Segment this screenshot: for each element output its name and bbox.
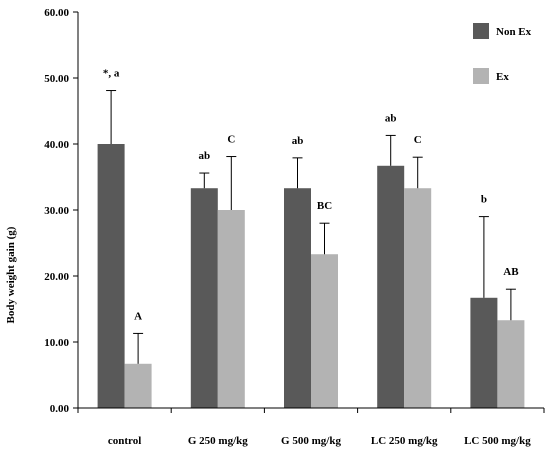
bar-non-ex <box>284 188 311 408</box>
significance-label: BC <box>317 200 332 212</box>
bar-non-ex <box>377 165 405 408</box>
bar-non-ex <box>470 297 498 408</box>
x-category-label: G 500 mg/kg <box>281 435 341 447</box>
bar-ex <box>497 320 525 408</box>
y-tick-label: 10.00 <box>44 337 69 349</box>
bar-ex <box>404 188 432 408</box>
legend-swatch <box>473 68 489 84</box>
bar-ex <box>217 210 245 408</box>
significance-label: ab <box>198 150 210 162</box>
legend-label: Non Ex <box>496 26 532 38</box>
y-axis-title: Body weight gain (g) <box>5 226 17 323</box>
significance-label: b <box>481 194 487 206</box>
x-category-label: LC 250 mg/kg <box>371 435 438 447</box>
significance-label: C <box>414 134 422 146</box>
y-tick-label: 60.00 <box>44 7 69 19</box>
significance-label: AB <box>503 266 519 278</box>
x-axis-categories: control G 250 mg/kg G 500 mg/kg LC 250 mg/k… <box>108 435 531 447</box>
y-tick-label: 40.00 <box>44 139 69 151</box>
y-tick-label: 50.00 <box>44 73 69 85</box>
x-category-label: LC 500 mg/kg <box>464 435 531 447</box>
significance-label: *, a <box>103 68 120 80</box>
x-category-label: G 250 mg/kg <box>188 435 248 447</box>
error-bars <box>106 90 516 364</box>
significance-label: C <box>227 134 235 146</box>
y-tick-label: 30.00 <box>44 205 69 217</box>
bar-non-ex <box>190 188 218 408</box>
legend-swatch <box>473 23 489 39</box>
y-axis-ticks: 0.00 10.00 20.00 30.00 40.00 50.00 60.00 <box>44 7 78 415</box>
legend: Non Ex Ex <box>473 23 532 84</box>
bar-ex <box>311 254 338 408</box>
y-tick-label: 20.00 <box>44 271 69 283</box>
bar-non-ex <box>97 144 125 408</box>
significance-label: ab <box>385 112 397 124</box>
legend-label: Ex <box>496 71 509 83</box>
significance-labels: *, a ab ab ab b A C BC C AB <box>103 68 519 323</box>
x-category-label: control <box>108 435 141 447</box>
bar-ex <box>124 363 152 408</box>
y-tick-label: 0.00 <box>50 403 70 415</box>
significance-label: A <box>134 310 142 322</box>
significance-label: ab <box>292 135 304 147</box>
bars <box>97 144 525 408</box>
axes <box>77 12 545 413</box>
